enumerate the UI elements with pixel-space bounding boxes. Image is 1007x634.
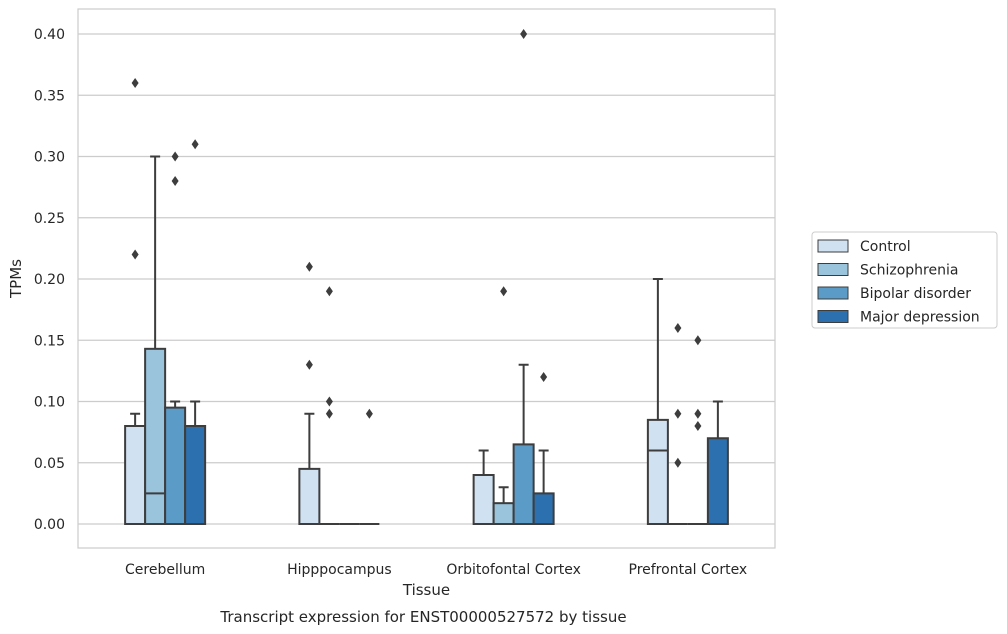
y-axis-label: TPMs (7, 259, 25, 299)
y-tick-label: 0.35 (34, 88, 65, 104)
box-group (472, 449, 495, 525)
box-group (298, 261, 321, 525)
legend-swatch (817, 263, 849, 276)
x-tick-label: Hipppocampus (287, 562, 392, 578)
box-group (667, 323, 688, 525)
box-group (144, 155, 167, 526)
box (646, 418, 669, 525)
y-tick-labels: 0.00 0.05 0.10 0.15 0.20 0.25 0.30 0.35 0.40 (34, 27, 65, 533)
outlier-point (520, 29, 528, 39)
box-group (319, 286, 340, 525)
box (144, 347, 167, 526)
box-group (532, 372, 555, 525)
outlier-point (191, 139, 199, 150)
y-tick-label: 0.40 (34, 27, 65, 43)
x-tick-label: Prefrontal Cortex (629, 562, 748, 578)
outlier-point (325, 408, 333, 419)
box-group (512, 29, 535, 525)
legend-swatch (817, 286, 849, 300)
outlier-point (674, 408, 682, 419)
y-tick-label: 0.00 (34, 517, 65, 533)
legend-swatch (817, 239, 849, 253)
legend-frame (811, 231, 998, 329)
y-tick-label: 0.05 (34, 456, 65, 472)
box-group (164, 151, 187, 525)
box (532, 492, 555, 525)
outlier-point (171, 151, 179, 162)
plot-frame (77, 8, 776, 549)
box-group (359, 408, 380, 525)
outlier-point (694, 335, 702, 346)
y-tick-label: 0.10 (34, 395, 65, 411)
y-tick-label: 0.30 (34, 150, 65, 166)
box (164, 406, 187, 525)
box (706, 437, 729, 525)
box-group (492, 286, 515, 525)
x-tick-label: Orbitofontal Cortex (446, 562, 581, 578)
legend-label: Control (860, 239, 911, 255)
y-tick-label: 0.20 (34, 272, 65, 288)
outlier-point (325, 396, 333, 407)
box-group (706, 400, 729, 525)
legend-label: Bipolar disorder (860, 286, 971, 302)
legend-label: Major depression (860, 310, 980, 326)
box (298, 467, 321, 525)
outlier-point (674, 457, 682, 468)
outlier-point (540, 372, 548, 382)
box-plot-marks (124, 29, 729, 526)
box-group (646, 278, 669, 525)
outlier-point (131, 249, 139, 260)
chart-title: Transcript expression for ENST0000052757… (219, 608, 626, 626)
box (124, 425, 147, 525)
box-group (184, 139, 207, 525)
box (512, 443, 535, 525)
box (472, 474, 495, 525)
box-group (687, 335, 708, 525)
x-tick-label: Cerebellum (125, 562, 205, 578)
outlier-point (305, 261, 313, 272)
outlier-point (171, 176, 179, 186)
outlier-point (305, 359, 313, 370)
legend-swatch (817, 310, 849, 323)
legend-label: Schizophrenia (860, 263, 958, 279)
legend: Control Schizophrenia Bipolar disorder Majo… (811, 231, 998, 329)
outlier-point (325, 286, 333, 297)
box (184, 425, 207, 525)
y-tick-label: 0.15 (34, 333, 65, 349)
outlier-point (674, 323, 682, 333)
outlier-point (694, 421, 702, 431)
box (492, 502, 515, 525)
box-group (124, 78, 147, 525)
y-tick-label: 0.25 (34, 211, 65, 227)
outlier-point (365, 408, 373, 419)
x-tick-labels: Cerebellum Hipppocampus Orbitofontal Corte… (125, 562, 747, 578)
outlier-point (694, 408, 702, 419)
outlier-point (131, 78, 139, 88)
x-axis-label: Tissue (402, 581, 450, 599)
outlier-point (500, 286, 508, 297)
